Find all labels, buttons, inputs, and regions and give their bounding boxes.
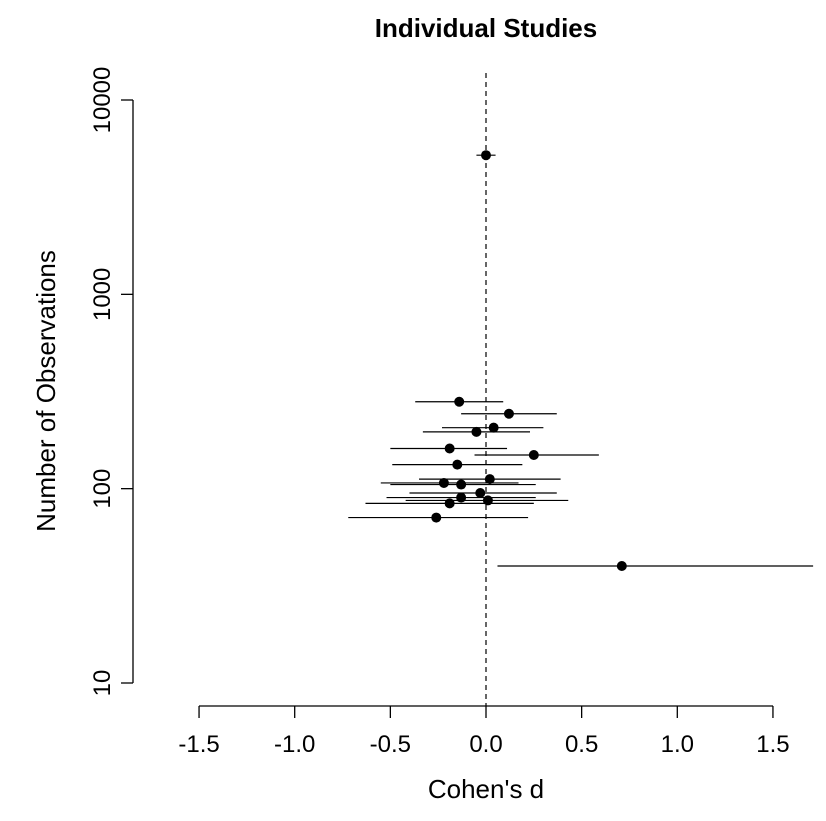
- y-tick-label: 100: [89, 469, 116, 509]
- study-point: [456, 479, 467, 490]
- study-point: [488, 422, 499, 433]
- x-tick-label: 0.5: [565, 731, 598, 758]
- x-tick-label: -1.5: [178, 731, 219, 758]
- study-point: [456, 492, 467, 503]
- y-tick-label: 10: [89, 670, 116, 697]
- confidence-intervals: [348, 154, 814, 567]
- y-tick-label: 10000: [89, 67, 116, 134]
- study-point: [431, 512, 442, 523]
- study-point: [444, 443, 455, 454]
- study-point: [438, 477, 449, 488]
- study-point: [481, 150, 491, 161]
- x-tick-label: 1.0: [661, 731, 694, 758]
- study-point: [475, 487, 486, 498]
- y-tick-label: 1000: [89, 268, 116, 321]
- x-tick-label: 1.5: [756, 731, 789, 758]
- study-point: [482, 495, 493, 506]
- study-point: [454, 396, 465, 407]
- y-axis-title: Number of Observations: [31, 250, 61, 532]
- x-tick-label: -1.0: [274, 731, 315, 758]
- x-tick-label: 0.0: [469, 731, 502, 758]
- x-axis: -1.5 -1.0 -0.5 0.0 0.5 1.0 1.5 Cohen's d: [178, 705, 790, 804]
- y-axis-ticks: 10 100 1000 10000: [89, 67, 133, 697]
- y-axis: 10 100 1000 10000 Number of Observations: [31, 67, 134, 697]
- study-point: [528, 450, 539, 461]
- study-point: [471, 426, 482, 437]
- chart-title: Individual Studies: [375, 13, 597, 43]
- study-points: [431, 150, 627, 571]
- study-point: [452, 459, 463, 470]
- study-point: [616, 560, 627, 571]
- x-axis-ticks: -1.5 -1.0 -0.5 0.0 0.5 1.0 1.5: [178, 706, 790, 758]
- study-point: [444, 498, 455, 509]
- study-point: [484, 474, 495, 485]
- x-tick-label: -0.5: [370, 731, 411, 758]
- x-axis-title: Cohen's d: [428, 774, 544, 804]
- study-point: [503, 408, 514, 419]
